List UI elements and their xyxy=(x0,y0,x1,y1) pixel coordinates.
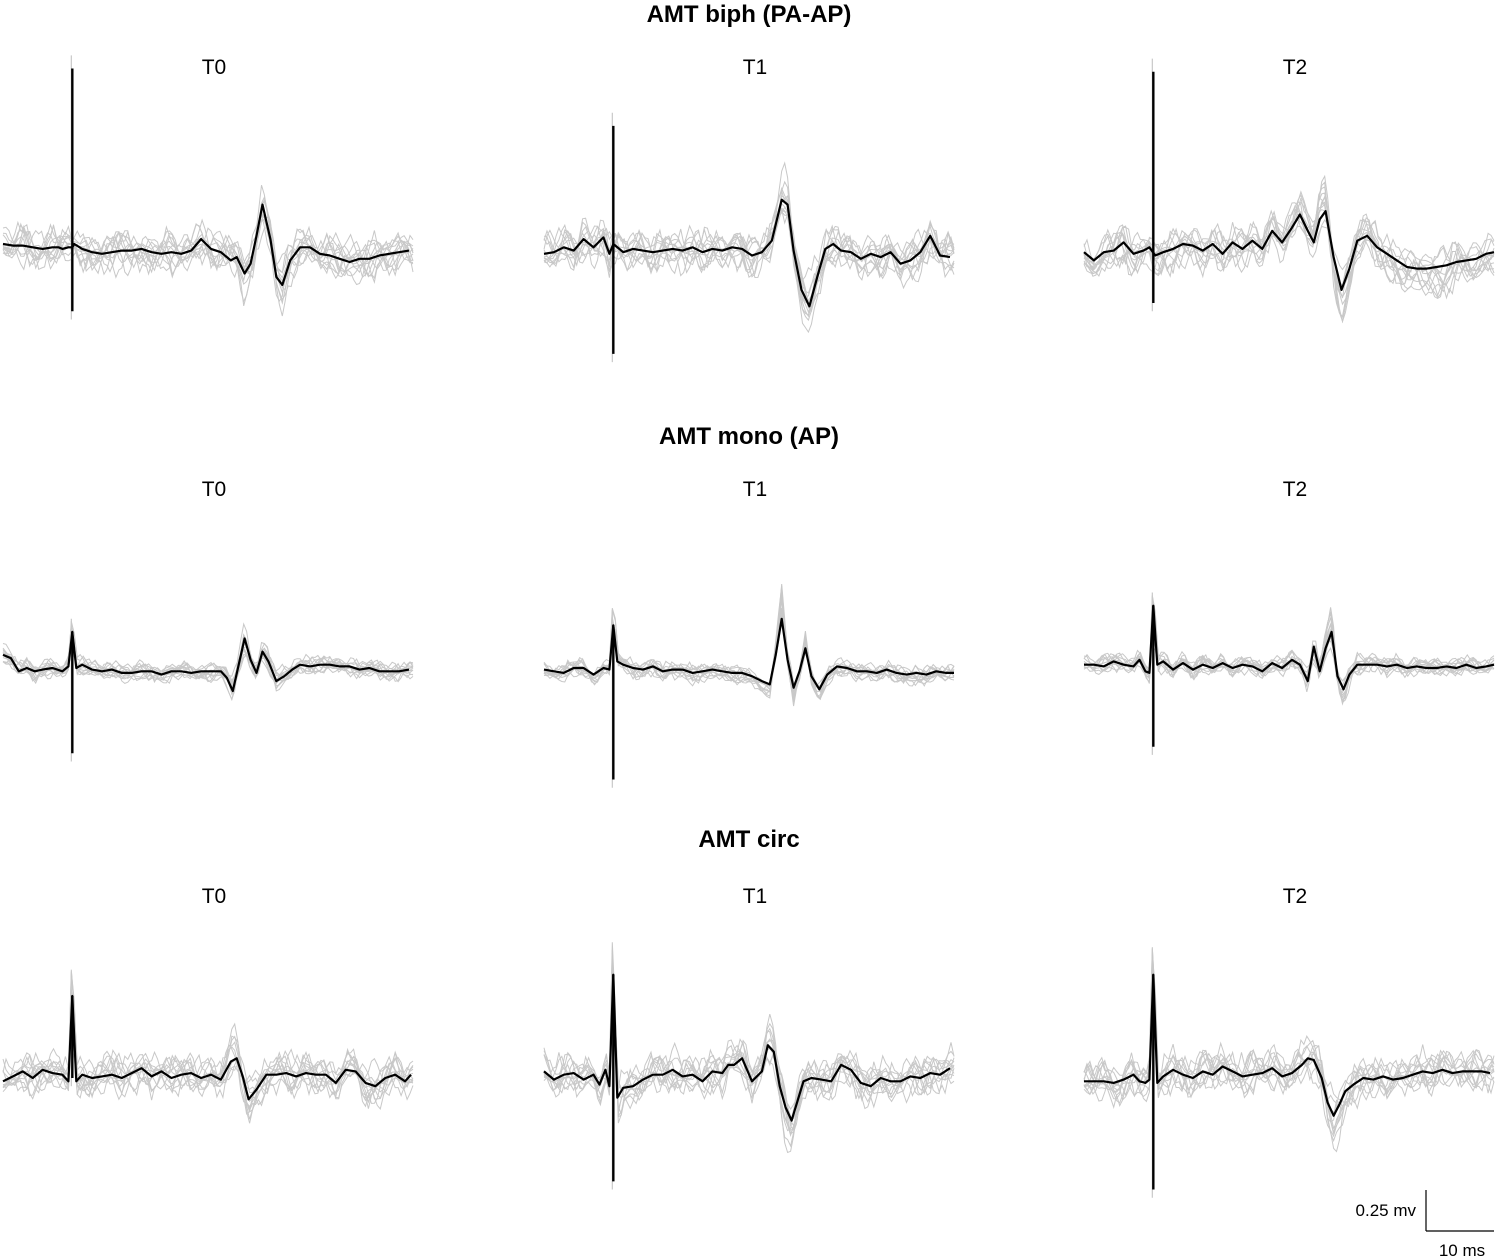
mean-trace xyxy=(543,198,951,308)
mean-trace xyxy=(1084,604,1495,691)
trial-trace xyxy=(1083,595,1495,703)
panel-title: T2 xyxy=(1283,885,1308,908)
trial-trace xyxy=(1083,969,1495,1134)
panel-t0: T0 xyxy=(2,55,414,320)
mean-trace xyxy=(543,617,954,691)
trial-trace xyxy=(543,970,955,1135)
trial-trace xyxy=(1083,956,1495,1130)
trial-trace xyxy=(2,969,414,1124)
trial-trace xyxy=(543,958,955,1138)
panel-t0: T0 xyxy=(2,885,414,1124)
panel-title: T0 xyxy=(202,478,227,501)
trial-trace xyxy=(1083,601,1495,700)
trial-trace xyxy=(543,942,955,1154)
panel-title: T0 xyxy=(202,885,227,908)
trial-trace xyxy=(543,594,955,701)
trial-trace xyxy=(543,613,955,698)
trial-trace xyxy=(1083,615,1495,696)
mean-trace xyxy=(2,630,410,693)
panel-title: T1 xyxy=(743,885,768,908)
panel-t1: T1 xyxy=(543,885,955,1190)
trial-trace xyxy=(1083,965,1495,1143)
panel-title: T0 xyxy=(202,56,227,79)
trial-trace xyxy=(543,585,955,707)
trial-trace xyxy=(543,949,955,1148)
row-2: AMT mono (AP) T0 T1 T2 xyxy=(2,423,1495,788)
mean-trace xyxy=(2,994,412,1101)
trial-trace xyxy=(543,610,955,700)
mean-trace xyxy=(1084,973,1491,1117)
trial-trace xyxy=(2,974,414,1112)
panel-title: T1 xyxy=(743,478,768,501)
panel-t1: T1 xyxy=(543,478,955,788)
trial-trace xyxy=(543,599,955,699)
row-1: AMT biph (PA-AP) T0 T1 T2 xyxy=(2,1,1495,363)
trial-trace xyxy=(543,1008,955,1127)
trial-trace xyxy=(2,624,414,696)
trial-trace xyxy=(543,589,955,703)
trial-trace xyxy=(1083,599,1495,702)
row-title: AMT circ xyxy=(698,826,799,853)
trial-trace xyxy=(1083,947,1495,1138)
trial-trace xyxy=(1083,596,1495,704)
mean-trace xyxy=(2,203,410,287)
trial-trace xyxy=(543,607,955,697)
trial-trace xyxy=(2,989,414,1110)
rows-layer: AMT biph (PA-AP) T0 T1 T2 AMT mono (AP) T0 T1 T… xyxy=(2,1,1495,1198)
scale-bar-y-label: 0.25 mv xyxy=(1356,1201,1417,1220)
panel-t2: T2 xyxy=(1083,885,1495,1198)
panel-t0: T0 xyxy=(2,478,414,762)
panel-t1: T1 xyxy=(543,56,955,363)
panel-t2: T2 xyxy=(1083,56,1495,324)
trial-trace xyxy=(543,593,955,700)
row-title: AMT mono (AP) xyxy=(659,423,839,450)
scale-bar-x-label: 10 ms xyxy=(1439,1241,1485,1259)
panel-t2: T2 xyxy=(1083,478,1495,755)
trial-trace xyxy=(1083,610,1495,692)
panel-title: T1 xyxy=(743,56,768,79)
trial-trace xyxy=(1083,948,1495,1153)
mean-trace xyxy=(543,973,951,1122)
panel-title: T2 xyxy=(1283,478,1308,501)
trial-trace xyxy=(2,971,414,1120)
trial-trace xyxy=(543,599,955,700)
row-title: AMT biph (PA-AP) xyxy=(647,1,852,28)
row-3: AMT circ T0 T1 T2 xyxy=(2,826,1495,1198)
scale-bar: 0.25 mv 10 ms xyxy=(1356,1190,1494,1259)
trial-trace xyxy=(2,1004,414,1108)
trial-trace xyxy=(2,621,414,702)
mean-trace xyxy=(1083,210,1495,291)
panel-title: T2 xyxy=(1283,56,1308,79)
trial-trace xyxy=(543,978,955,1120)
